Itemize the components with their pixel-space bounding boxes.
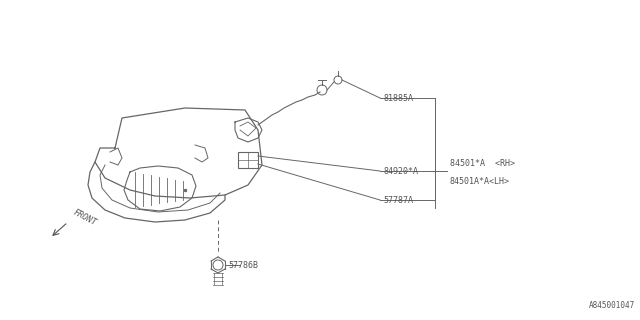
Text: A845001047: A845001047	[589, 301, 635, 310]
Text: 57786B: 57786B	[228, 260, 258, 269]
Bar	[238, 152, 258, 168]
Text: 81885A: 81885A	[383, 93, 413, 102]
Text: FRONT: FRONT	[72, 208, 99, 228]
Text: 84920*A: 84920*A	[383, 166, 418, 175]
Text: 84501*A  <RH>: 84501*A <RH>	[450, 158, 515, 167]
Text: 84501A*A<LH>: 84501A*A<LH>	[450, 177, 510, 186]
Text: 57787A: 57787A	[383, 196, 413, 204]
